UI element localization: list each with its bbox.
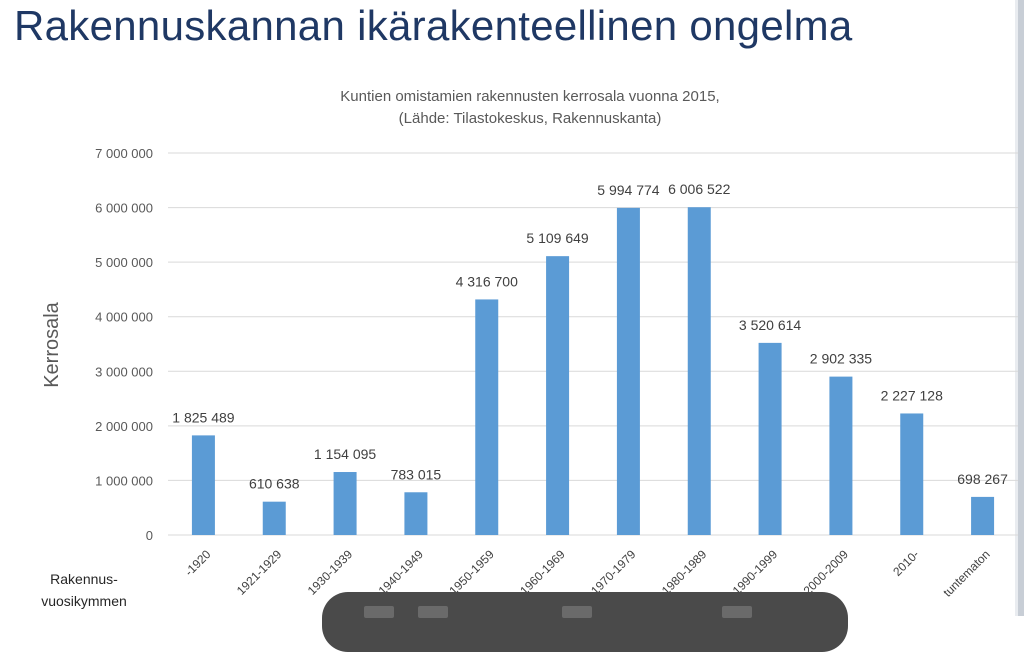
chart-title-line: (Lähde: Tilastokeskus, Rakennuskanta) xyxy=(399,110,662,127)
data-label: 2 902 335 xyxy=(810,351,872,367)
bar xyxy=(829,376,853,535)
y-tick-label: 3 000 000 xyxy=(95,364,153,379)
data-label: 1 154 095 xyxy=(314,446,376,462)
y-tick-label: 2 000 000 xyxy=(95,419,153,434)
y-tick-label: 4 000 000 xyxy=(95,310,153,325)
category-label: 1940-1949 xyxy=(376,547,427,598)
data-labels: 1 825 489 610 638 1 154 095 783 015 4 316 70… xyxy=(172,181,1008,491)
y-axis-title: Kerrosala xyxy=(41,301,63,387)
category-label: 1960-1969 xyxy=(517,547,568,598)
category-label: 1970-1979 xyxy=(588,547,639,598)
control-button[interactable] xyxy=(562,606,592,618)
control-button[interactable] xyxy=(418,606,448,618)
y-tick-label: 6 000 000 xyxy=(95,201,153,216)
right-edge-shadow xyxy=(1015,0,1018,616)
data-label: 3 520 614 xyxy=(739,317,801,333)
y-tick-label: 1 000 000 xyxy=(95,473,153,488)
control-button[interactable] xyxy=(364,606,394,618)
category-label: 1990-1999 xyxy=(730,547,781,598)
bar xyxy=(687,207,711,535)
data-label: 2 227 128 xyxy=(881,387,943,403)
slide-title: Rakennuskannan ikärakenteellinen ongelma xyxy=(14,2,853,49)
x-axis-title-line: Rakennus- xyxy=(50,571,118,587)
category-label: tuntematon xyxy=(940,547,992,599)
control-button[interactable] xyxy=(722,606,752,618)
category-label: 2000-2009 xyxy=(801,547,852,598)
data-label: 5 994 774 xyxy=(597,182,659,198)
right-edge-border xyxy=(1018,0,1024,616)
category-label: 1930-1939 xyxy=(305,547,356,598)
bar xyxy=(900,413,924,535)
bar xyxy=(475,299,499,535)
category-label: 1980-1989 xyxy=(659,547,710,598)
data-label: 1 825 489 xyxy=(172,409,234,425)
bar xyxy=(333,472,357,535)
y-axis-ticks: 0 1 000 000 2 000 000 3 000 000 4 000 000 5 0… xyxy=(95,146,153,543)
data-label: 4 316 700 xyxy=(456,273,518,289)
y-tick-label: 5 000 000 xyxy=(95,255,153,270)
y-tick-label: 7 000 000 xyxy=(95,146,153,161)
bars xyxy=(191,207,995,535)
chart-title: Kuntien omistamien rakennusten kerrosala… xyxy=(340,88,719,127)
data-label: 610 638 xyxy=(249,476,300,492)
category-label: 1950-1959 xyxy=(446,547,497,598)
data-label: 783 015 xyxy=(391,466,442,482)
bar-chart: Kuntien omistamien rakennusten kerrosala… xyxy=(41,88,1018,609)
bar xyxy=(616,207,640,535)
data-label: 6 006 522 xyxy=(668,181,730,197)
category-label: 2010- xyxy=(890,547,922,579)
y-tick-label: 0 xyxy=(146,528,153,543)
data-label: 5 109 649 xyxy=(526,230,588,246)
bar xyxy=(546,256,570,535)
bar xyxy=(971,496,995,535)
category-label: 1921-1929 xyxy=(234,547,285,598)
chart-title-line: Kuntien omistamien rakennusten kerrosala… xyxy=(340,88,719,105)
x-axis-title-line: vuosikymmen xyxy=(41,593,127,609)
category-label: -1920 xyxy=(182,547,214,579)
presentation-control-bar[interactable] xyxy=(322,592,848,652)
x-axis-title: Rakennus-vuosikymmen xyxy=(41,571,127,609)
bar xyxy=(758,342,782,535)
gridlines xyxy=(168,152,1018,536)
bar xyxy=(404,492,428,535)
bar xyxy=(191,435,215,535)
data-label: 698 267 xyxy=(957,471,1008,487)
bar xyxy=(262,501,286,535)
